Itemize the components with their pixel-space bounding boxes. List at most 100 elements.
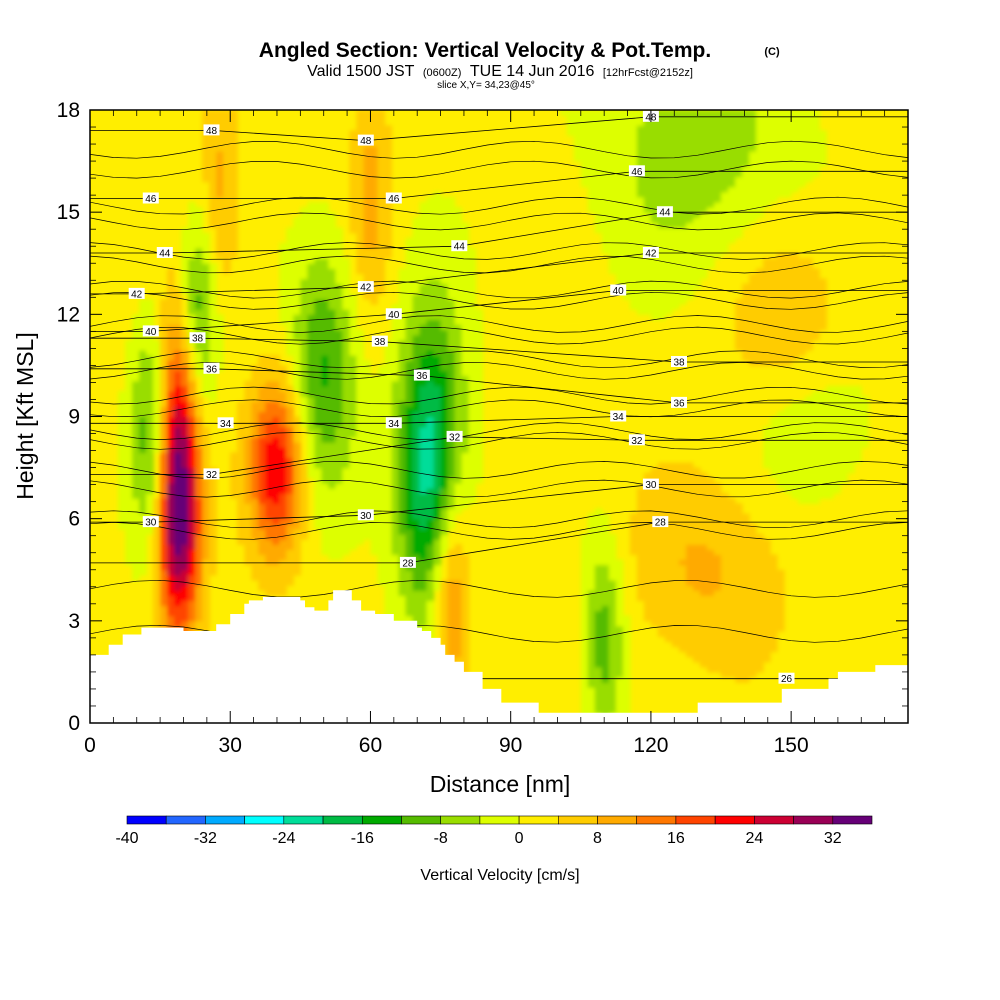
velocity-cell [118, 513, 126, 520]
velocity-cell [412, 559, 421, 566]
velocity-cell [125, 401, 133, 407]
velocity-cell [307, 457, 315, 464]
velocity-cell [686, 503, 694, 509]
velocity-cell [279, 273, 287, 280]
velocity-cell [440, 457, 449, 464]
velocity-cell [293, 518, 301, 525]
velocity-cell [181, 625, 189, 632]
velocity-cell [244, 431, 252, 438]
velocity-cell [650, 288, 659, 295]
velocity-cell [461, 339, 470, 346]
velocity-cell [622, 666, 631, 673]
velocity-cell [188, 421, 196, 428]
velocity-cell [405, 299, 414, 305]
velocity-cell [230, 207, 238, 213]
velocity-cell [328, 447, 336, 453]
velocity-cell [230, 196, 238, 203]
velocity-cell [251, 452, 259, 458]
velocity-cell [258, 549, 266, 555]
velocity-cell [188, 293, 196, 300]
velocity-cell [650, 156, 659, 162]
velocity-cell [251, 447, 259, 453]
velocity-cell [405, 360, 414, 366]
velocity-cell [307, 472, 315, 479]
velocity-cell [650, 145, 659, 152]
velocity-cell [714, 615, 722, 622]
velocity-cell [342, 503, 350, 509]
velocity-cell [433, 304, 442, 310]
velocity-cell [146, 493, 154, 499]
velocity-cell [153, 375, 161, 382]
velocity-cell [125, 426, 133, 433]
velocity-cell [643, 299, 652, 305]
velocity-cell [419, 304, 428, 310]
velocity-cell [195, 442, 203, 448]
velocity-cell [412, 431, 421, 438]
velocity-cell [728, 217, 736, 223]
velocity-cell [650, 610, 659, 617]
velocity-cell [384, 569, 393, 576]
velocity-cell [307, 288, 315, 295]
velocity-cell [721, 503, 729, 509]
velocity-cell [300, 462, 308, 469]
velocity-cell [594, 590, 603, 596]
velocity-cell [188, 212, 196, 218]
velocity-cell [342, 462, 350, 469]
velocity-cell [314, 447, 322, 453]
velocity-cell [735, 120, 743, 126]
velocity-cell [426, 503, 435, 509]
velocity-cell [174, 574, 182, 581]
velocity-cell [195, 278, 203, 285]
velocity-cell [356, 201, 364, 208]
velocity-cell [125, 447, 133, 453]
velocity-cell [377, 488, 386, 494]
velocity-cell [195, 273, 203, 280]
velocity-cell [426, 227, 435, 234]
velocity-cell [300, 488, 308, 494]
velocity-cell [580, 661, 589, 668]
velocity-cell [735, 523, 743, 530]
velocity-cell [377, 232, 386, 239]
velocity-cell [412, 217, 421, 223]
velocity-cell [573, 130, 582, 137]
velocity-cell [686, 242, 694, 249]
velocity-cell [700, 590, 708, 596]
velocity-cell [594, 702, 603, 709]
velocity-cell [321, 227, 329, 234]
velocity-cell [125, 528, 133, 535]
velocity-cell [700, 554, 708, 561]
velocity-cell [202, 273, 210, 280]
velocity-cell [664, 140, 673, 147]
velocity-cell [650, 186, 659, 193]
velocity-cell [363, 365, 371, 372]
velocity-cell [601, 161, 610, 167]
velocity-cell [370, 513, 379, 520]
velocity-cell [370, 207, 379, 213]
velocity-cell [251, 554, 259, 561]
velocity-cell [307, 268, 315, 275]
velocity-cell [454, 370, 463, 377]
velocity-cell [447, 339, 456, 346]
velocity-cell [454, 574, 463, 581]
velocity-cell [693, 488, 701, 494]
velocity-cell [636, 253, 645, 259]
velocity-cell [707, 135, 715, 142]
velocity-cell [419, 574, 428, 581]
velocity-cell [461, 329, 470, 336]
velocity-cell [377, 150, 386, 157]
velocity-cell [664, 283, 673, 290]
velocity-cell [629, 299, 638, 305]
velocity-cell [286, 273, 294, 280]
velocity-cell [636, 207, 645, 213]
velocity-cell [181, 421, 189, 428]
velocity-cell [440, 615, 449, 622]
velocity-cell [272, 513, 280, 520]
velocity-cell [132, 355, 140, 361]
velocity-cell [468, 263, 477, 269]
velocity-cell [160, 528, 168, 535]
velocity-cell [328, 482, 336, 489]
velocity-cell [342, 299, 350, 305]
velocity-cell [693, 258, 701, 264]
velocity-cell [279, 268, 287, 275]
velocity-cell [328, 416, 336, 423]
